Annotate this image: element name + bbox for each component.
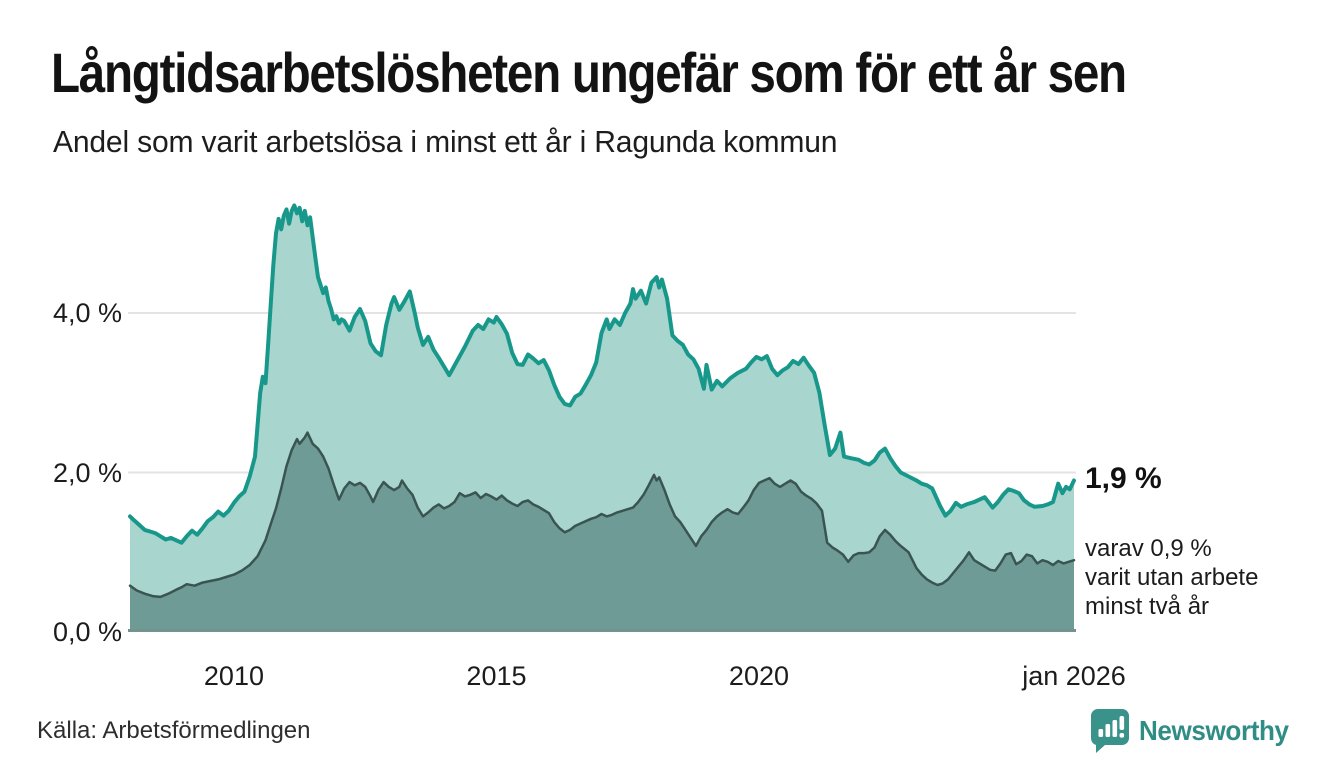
page-subtitle: Andel som varit arbetslösa i minst ett å…: [53, 124, 838, 159]
x-tick-label: 2015: [466, 661, 527, 691]
sub-value-label: varav 0,9 % varit utan arbete minst två …: [1085, 534, 1258, 621]
newsworthy-logo[interactable]: Newsworthy: [1090, 708, 1300, 754]
sub-value-line: minst två år: [1085, 593, 1210, 620]
series-two-years-area: [130, 432, 1074, 632]
sub-value-line: varit utan arbete: [1085, 564, 1259, 591]
x-tick-label: jan 2026: [1022, 661, 1126, 691]
y-tick-label: 4,0 %: [52, 298, 122, 329]
page-title: Långtidsarbetslösheten ungefär som för e…: [51, 41, 1127, 104]
y-tick-label: 2,0 %: [52, 457, 122, 488]
exclamation-dot: [1119, 733, 1125, 738]
series-total-line: [128, 203, 1076, 545]
newsworthy-logo-icon: [1091, 709, 1130, 753]
x-tick-label: 2010: [203, 661, 264, 691]
exclamation-bar: [1119, 716, 1125, 730]
series-two-years-line: [128, 431, 1076, 599]
x-tick-label: 2020: [728, 661, 790, 691]
bar-chart-glyph: [1098, 716, 1125, 738]
newsworthy-logo-text: Newsworthy: [1139, 715, 1289, 746]
sub-value-line: varav 0,9 %: [1085, 535, 1212, 562]
source-note: Källa: Arbetsförmedlingen: [37, 717, 311, 744]
y-tick-label: 0,0 %: [52, 617, 122, 647]
latest-value-label: 1,9 %: [1085, 462, 1162, 495]
